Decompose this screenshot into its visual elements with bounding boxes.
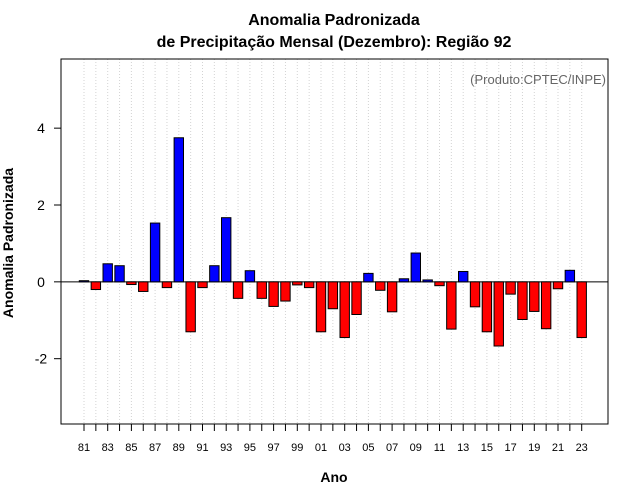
x-axis: 81 83 85 87 89 91 93 95 97 99 01 03 05 07 09 11 13 15 17 19…	[78, 424, 588, 454]
bar-07	[386, 281, 398, 313]
bar-10	[422, 279, 433, 283]
bar-19	[529, 281, 540, 312]
x-tick-label: 09	[410, 442, 422, 454]
bar-97	[268, 281, 279, 307]
bar-81	[78, 280, 90, 283]
x-tick-label: 21	[552, 442, 564, 454]
y-axis-label: Anomalia Padronizada	[0, 168, 16, 318]
y-tick-label: 4	[37, 120, 45, 136]
x-tick-label: 15	[481, 442, 493, 454]
bar-03	[339, 281, 350, 339]
x-tick-label: 23	[576, 442, 588, 454]
bar-02	[327, 281, 339, 310]
bar-04	[351, 281, 362, 315]
bar-91	[197, 281, 208, 289]
x-tick-label: 89	[173, 442, 185, 454]
x-tick-label: 07	[386, 442, 398, 454]
bar-15	[481, 281, 493, 333]
x-tick-label: 85	[125, 442, 137, 454]
bar-01	[315, 281, 327, 333]
bar-92	[209, 265, 220, 283]
bar-88	[161, 281, 173, 289]
bar-09	[410, 252, 422, 283]
bar-11	[434, 281, 445, 287]
bar-12	[446, 281, 457, 330]
credit-label: (Produto:CPTEC/INPE)	[470, 72, 606, 87]
y-tick-label: 2	[37, 197, 45, 213]
x-tick-label: 05	[362, 442, 374, 454]
bar-85	[126, 281, 137, 286]
chart-title-line2: de Precipitação Mensal (Dezembro): Regiã…	[157, 34, 512, 51]
bar-90	[185, 281, 196, 333]
bar-16	[493, 281, 504, 347]
x-tick-label: 93	[220, 442, 232, 454]
x-tick-label: 95	[244, 442, 256, 454]
bar-22	[564, 269, 576, 283]
bar-96	[256, 281, 267, 299]
x-tick-label: 13	[457, 442, 469, 454]
bar-83	[102, 263, 113, 283]
bar-99	[292, 281, 303, 286]
bar-17	[505, 281, 516, 295]
bar-82	[90, 281, 102, 291]
bar-20	[540, 281, 552, 330]
x-tick-label: 19	[528, 442, 540, 454]
grid-lines	[83, 59, 583, 424]
bar-18	[517, 281, 528, 320]
bar-05	[363, 272, 374, 283]
x-tick-label: 91	[196, 442, 208, 454]
bar-13	[458, 270, 469, 283]
bar-98	[280, 281, 291, 302]
bar-00	[303, 281, 315, 289]
bar-08	[398, 278, 410, 283]
x-tick-label: 17	[504, 442, 516, 454]
bar-06	[375, 281, 386, 291]
x-tick-label: 83	[102, 442, 114, 454]
x-tick-label: 01	[315, 442, 327, 454]
y-tick-label: -2	[35, 351, 48, 367]
bar-84	[114, 265, 125, 283]
bar-23	[576, 281, 587, 339]
bar-89	[173, 137, 185, 283]
bar-86	[138, 281, 149, 292]
y-tick-label: 0	[37, 274, 45, 290]
bar-94	[232, 281, 244, 299]
bar-21	[552, 281, 564, 290]
y-axis: -2 0 2 4	[35, 120, 61, 367]
plot-frame	[60, 58, 609, 425]
bars	[78, 137, 587, 347]
bar-87	[149, 222, 161, 283]
x-tick-label: 11	[434, 442, 445, 454]
chart-title-line1: Anomalia Padronizada	[248, 12, 420, 29]
x-axis-label: Ano	[320, 469, 347, 485]
x-tick-label: 87	[149, 442, 161, 454]
x-tick-label: 97	[267, 442, 279, 454]
bar-95	[244, 270, 256, 283]
x-tick-label: 03	[339, 442, 351, 454]
x-tick-label: 81	[78, 442, 90, 454]
x-tick-label: 99	[291, 442, 303, 454]
bar-93	[221, 217, 232, 283]
bar-14	[469, 281, 481, 308]
